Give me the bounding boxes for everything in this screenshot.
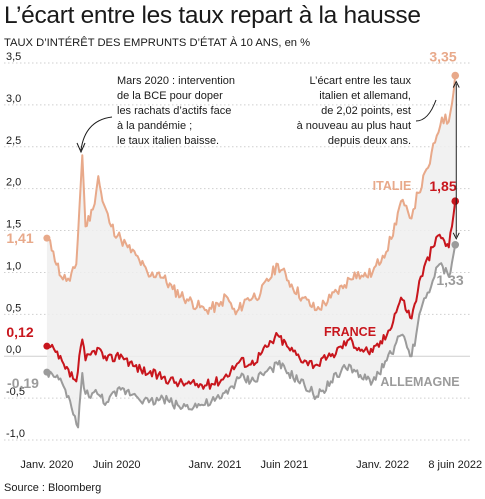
end-point <box>451 240 460 249</box>
y-tick-label: 1,0 <box>6 260 21 272</box>
annotation-line: depuis deux ans. <box>328 135 411 147</box>
annotation-line: de la BCE pour doper <box>117 90 223 102</box>
source-note: Source : Bloomberg <box>4 482 102 494</box>
annotation-text: L’écart entre les taux italien et alleman… <box>297 75 412 147</box>
y-tick-label: 2,0 <box>6 177 21 189</box>
series-name-label: ALLEMAGNE <box>380 375 459 389</box>
annotation-arrow <box>415 99 437 122</box>
y-tick-label: -1,0 <box>6 428 25 440</box>
end-value-label: 1,33 <box>436 272 463 288</box>
annotation-line: de 2,02 points, est <box>321 105 411 117</box>
line-france <box>46 201 457 390</box>
series-layer <box>45 75 457 429</box>
y-tick-label: 3,5 <box>6 51 21 63</box>
annotation-arrow <box>80 116 113 151</box>
start-value-label: 0,12 <box>6 324 33 340</box>
y-tick-label: 0,5 <box>6 302 21 314</box>
spread-arrowhead-top <box>452 80 460 88</box>
annotation-line: Mars 2020 : intervention <box>117 75 235 87</box>
x-tick-label: Juin 2021 <box>261 459 309 471</box>
y-tick-label: 2,5 <box>6 135 21 147</box>
start-point <box>43 368 51 376</box>
chart-subtitle: TAUX D’INTÉRÊT DES EMPRUNTS D’ÉTAT À 10 … <box>4 37 311 49</box>
y-tick-label: 3,0 <box>6 93 21 105</box>
spread-band <box>46 75 456 428</box>
annotation-arrowhead <box>76 142 86 154</box>
y-tick-label: -0,5 <box>6 386 25 398</box>
end-point <box>451 71 460 80</box>
end-point <box>451 197 460 206</box>
label-layer: 3,5 3,0 2,5 2,0 1,5 1,0 0,5 0,0 -0,5 -1,0 Janv. 20… <box>6 49 482 471</box>
start-point <box>43 234 51 242</box>
y-tick-label: 1,5 <box>6 219 21 231</box>
spread-arrowhead-bottom <box>452 232 460 240</box>
x-tick-label: Janv. 2020 <box>20 459 73 471</box>
start-value-label: -0,19 <box>7 375 39 391</box>
end-value-label: 1,85 <box>429 178 456 194</box>
line-allemagne <box>45 244 457 429</box>
line-italie <box>46 75 457 316</box>
line-chart: 3,5 3,0 2,5 2,0 1,5 1,0 0,5 0,0 -0,5 -1,0 Janv. 20… <box>4 49 482 471</box>
x-tick-label: Janv. 2022 <box>356 459 409 471</box>
x-tick-label: Juin 2020 <box>93 459 141 471</box>
annotation-line: le taux italien baisse. <box>117 135 219 147</box>
annotation-line: à nouveau au plus haut <box>297 120 411 132</box>
x-tick-label: 8 juin 2022 <box>428 459 482 471</box>
annotation-line: les rachats d’actifs face <box>117 105 231 117</box>
end-value-label: 3,35 <box>429 49 456 65</box>
annotation-line: à la pandémie ; <box>117 120 192 132</box>
start-value-label: 1,41 <box>6 230 33 246</box>
annotation-line: italien et allemand, <box>319 90 411 102</box>
annotation-layer: Mars 2020 : intervention de la BCE pour d… <box>76 75 460 240</box>
annotation-text: Mars 2020 : intervention de la BCE pour d… <box>117 75 235 147</box>
start-point <box>43 342 51 350</box>
x-tick-label: Janv. 2021 <box>189 459 242 471</box>
series-name-label: FRANCE <box>324 325 376 339</box>
chart-title: L’écart entre les taux repart à la hauss… <box>4 2 421 29</box>
annotation-line: L’écart entre les taux <box>309 75 411 87</box>
y-tick-label: 0,0 <box>6 344 21 356</box>
series-name-label: ITALIE <box>373 179 412 193</box>
